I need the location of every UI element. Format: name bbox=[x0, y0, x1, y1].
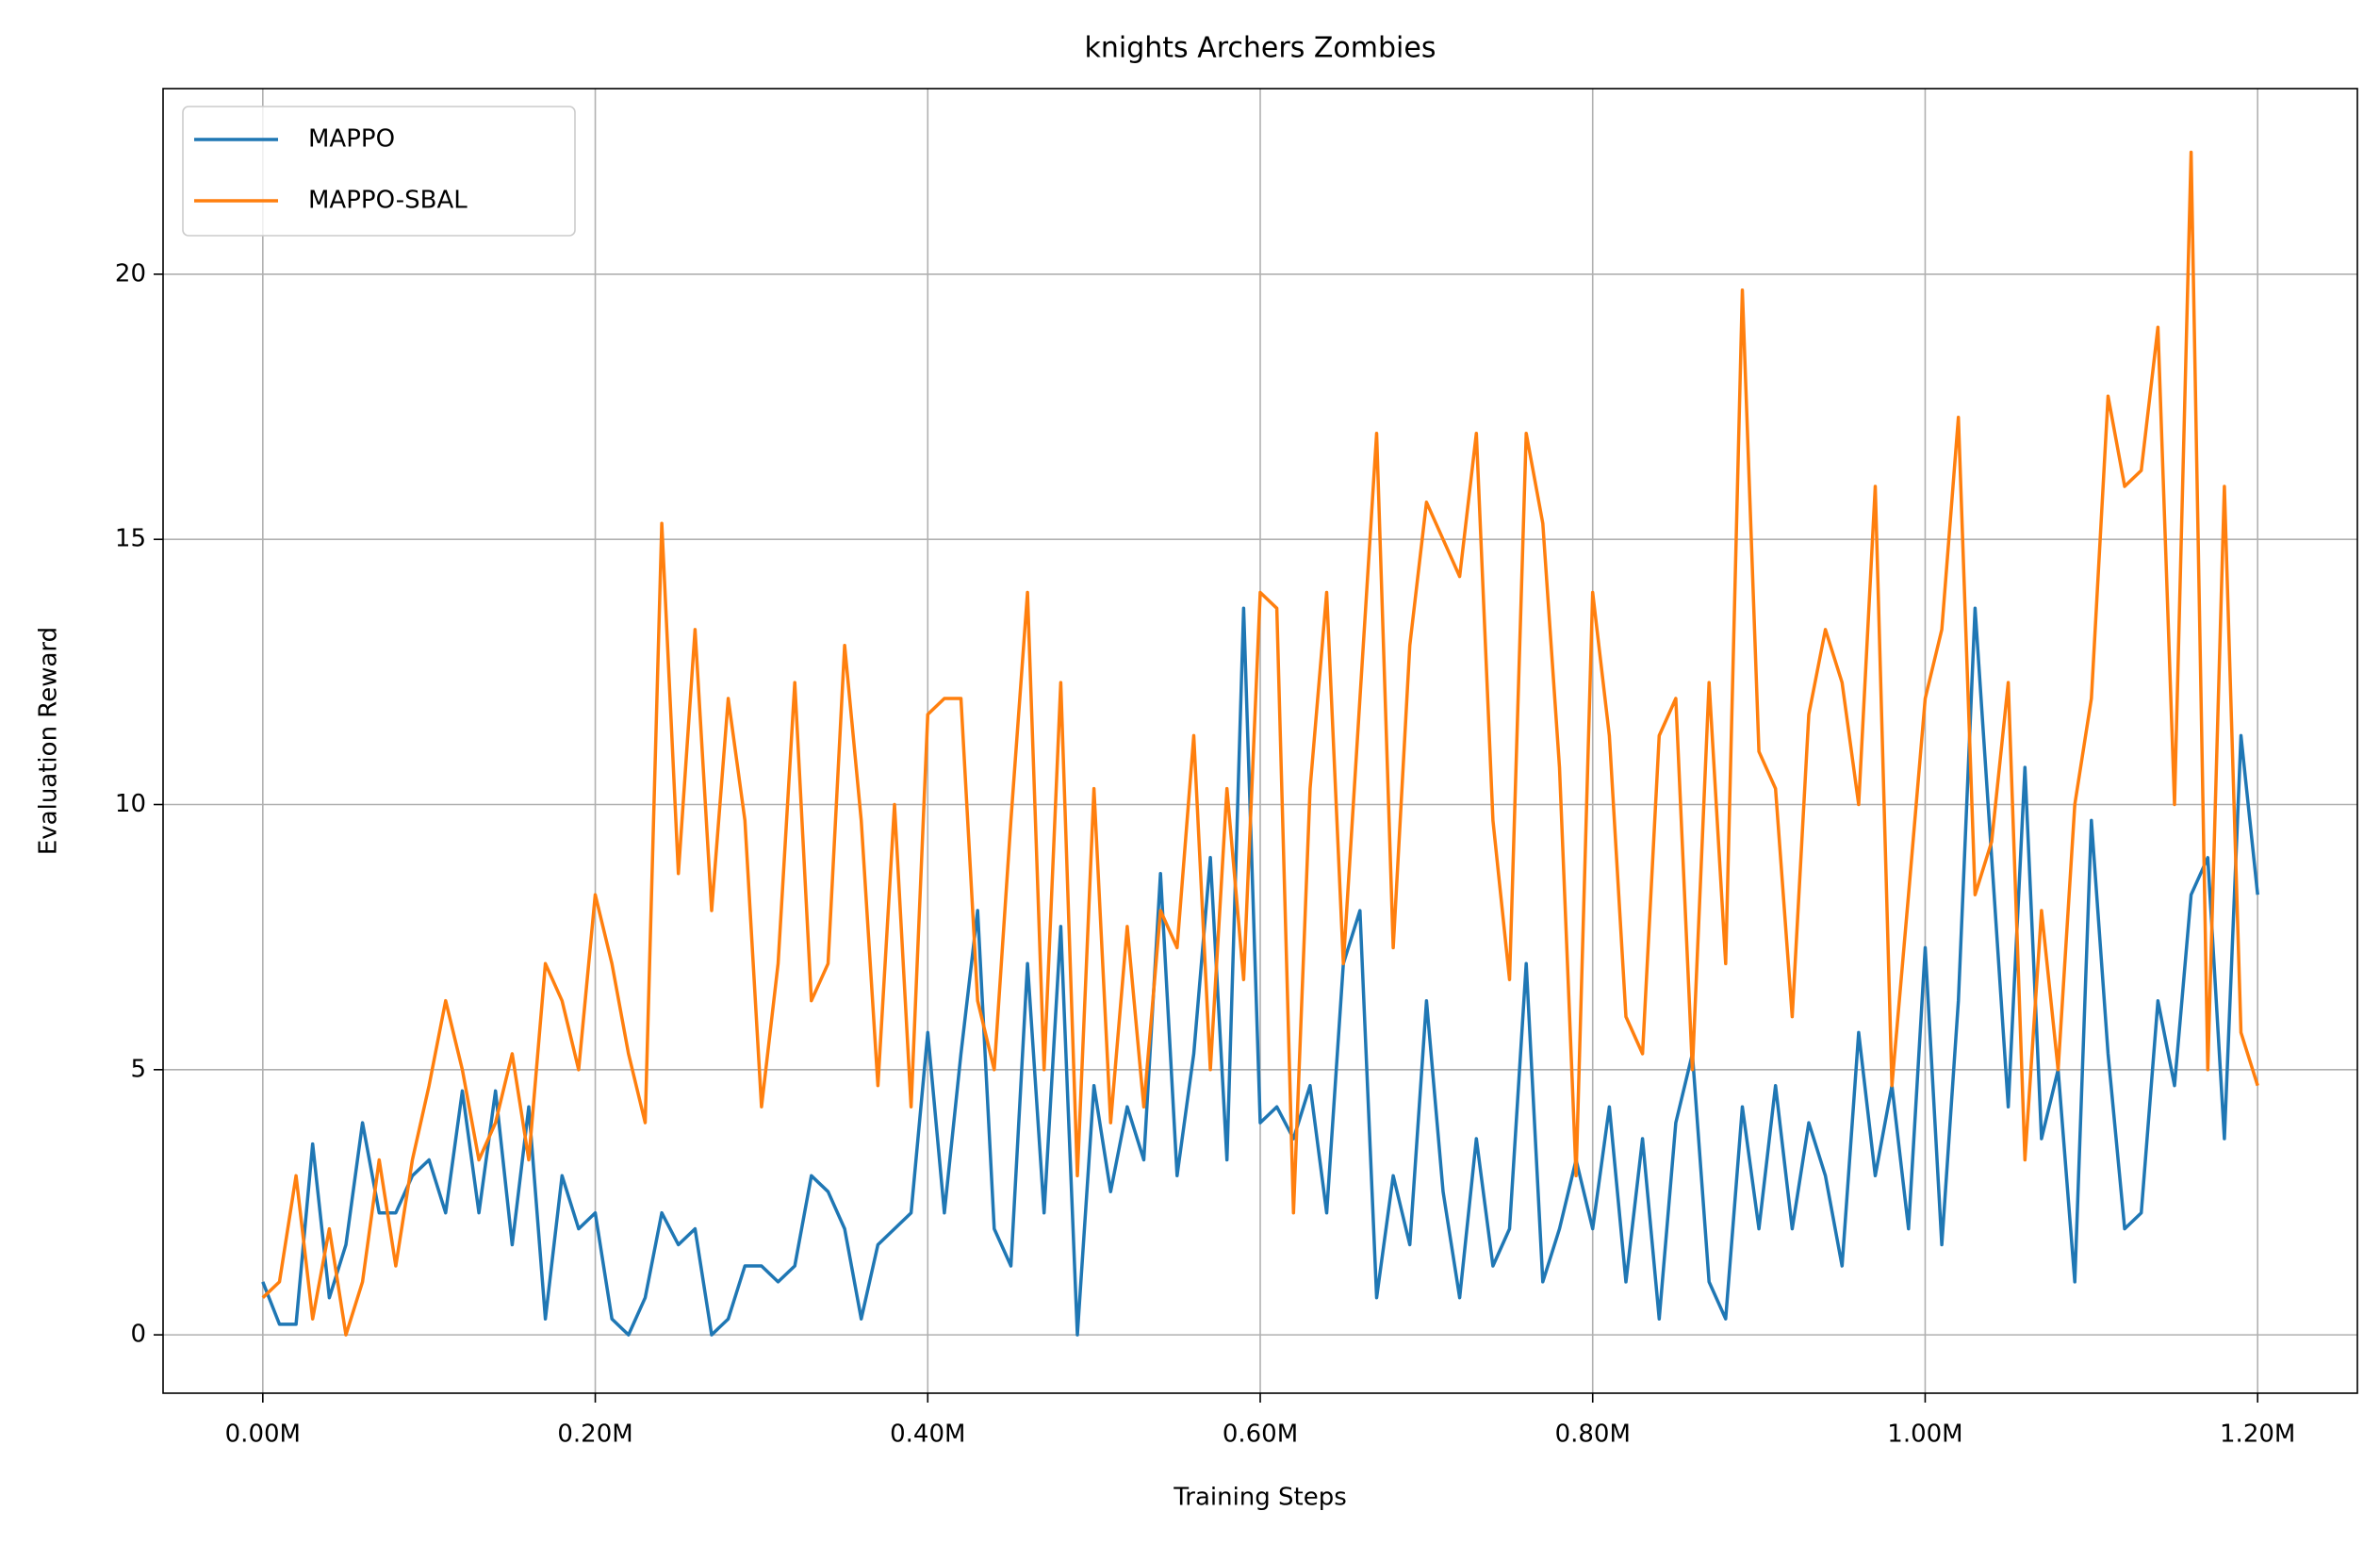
x-tick-label: 0.00M bbox=[225, 1421, 301, 1449]
x-tick-label: 1.00M bbox=[1887, 1421, 1962, 1449]
x-tick-label: 1.20M bbox=[2220, 1421, 2295, 1449]
x-tick-label: 0.60M bbox=[1223, 1421, 1298, 1449]
chart-title: knights Archers Zombies bbox=[1085, 32, 1436, 65]
y-axis-label: Evaluation Reward bbox=[35, 627, 63, 855]
y-tick-label: 20 bbox=[115, 259, 146, 287]
legend-box bbox=[182, 106, 576, 237]
y-tick-label: 10 bbox=[115, 790, 146, 818]
plot-frame bbox=[162, 88, 2358, 1394]
y-tick-label: 0 bbox=[130, 1321, 146, 1349]
line-series bbox=[261, 606, 2259, 1337]
legend-label: MAPPO-SBAL bbox=[308, 187, 468, 215]
line-series bbox=[261, 150, 2259, 1337]
y-tick-label: 15 bbox=[115, 525, 146, 553]
x-tick-label: 0.80M bbox=[1555, 1421, 1631, 1449]
y-tick-label: 5 bbox=[130, 1055, 146, 1083]
x-axis-label: Training Steps bbox=[1173, 1484, 1347, 1512]
x-tick-label: 0.20M bbox=[557, 1421, 632, 1449]
legend-label: MAPPO bbox=[308, 125, 395, 154]
x-tick-label: 0.40M bbox=[890, 1421, 965, 1449]
